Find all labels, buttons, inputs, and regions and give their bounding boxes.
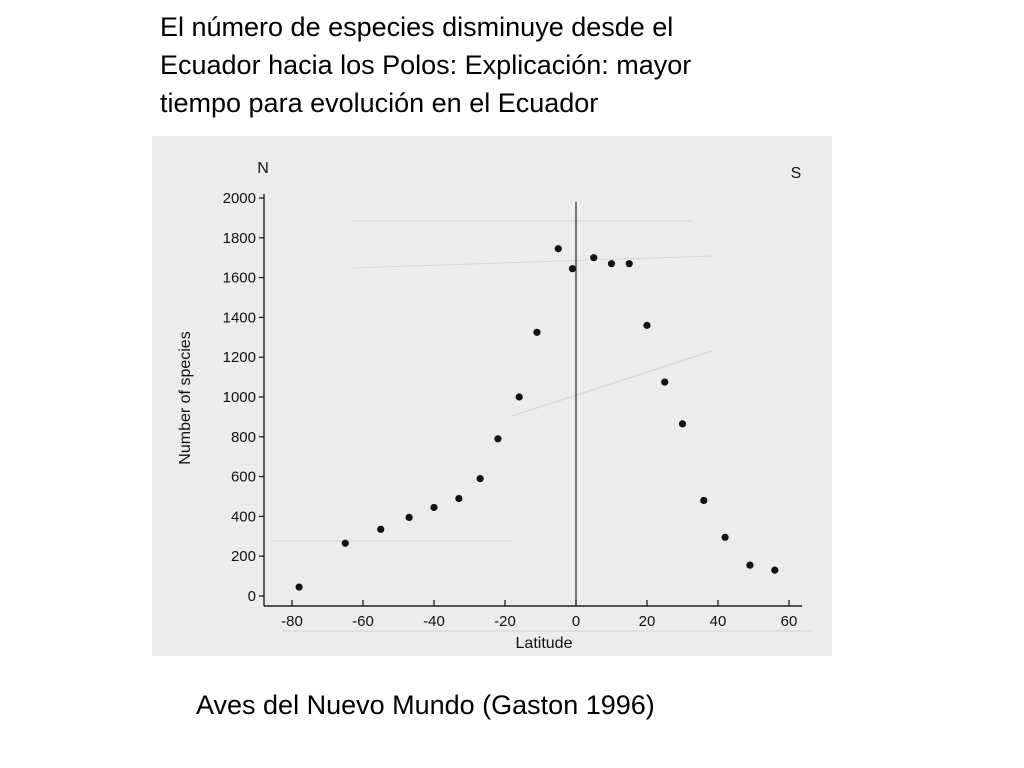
data-point — [533, 328, 541, 336]
x-tick-label: -60 — [352, 613, 374, 630]
y-tick-label: 2000 — [223, 190, 256, 207]
x-tick-label: -80 — [281, 613, 303, 630]
y-tick-label: 1000 — [223, 389, 256, 406]
data-points — [295, 245, 779, 591]
y-tick-label: 1200 — [223, 349, 256, 366]
data-point — [643, 321, 651, 329]
y-tick-label: 0 — [248, 588, 256, 605]
x-tick-label: 20 — [639, 613, 656, 630]
title-line-3: tiempo para evolución en el Ecuador — [160, 88, 599, 118]
y-tick-label: 800 — [231, 429, 256, 446]
y-axis-label: Number of species — [177, 331, 194, 464]
figure-caption: Aves del Nuevo Mundo (Gaston 1996) — [196, 690, 655, 720]
y-tick-label: 1600 — [223, 270, 256, 287]
data-point — [661, 378, 669, 386]
data-point — [568, 265, 577, 273]
x-tick-label: 0 — [572, 613, 580, 630]
chart-figure: 0 200 400 600 800 1000 1200 1400 1600 1800 2000 -8… — [152, 136, 832, 656]
south-label: S — [791, 165, 802, 182]
data-point — [678, 420, 687, 428]
data-point — [590, 254, 598, 262]
x-axis: -80 -60 -40 -20 0 20 40 60 — [264, 600, 802, 630]
y-tick-label: 200 — [231, 548, 256, 565]
x-tick-label: 40 — [710, 613, 727, 630]
title-line-2: Ecuador hacia los Polos: Explicación: ma… — [160, 50, 692, 80]
x-tick-label: -20 — [494, 613, 516, 630]
y-tick-label: 1800 — [223, 230, 256, 247]
data-point — [625, 260, 633, 268]
x-axis-label: Latitude — [516, 635, 573, 652]
scan-texture — [263, 196, 812, 632]
data-point — [494, 435, 502, 443]
y-axis: 0 200 400 600 800 1000 1200 1400 1600 1800 2000 — [223, 190, 265, 606]
data-point — [700, 496, 708, 505]
data-point — [515, 393, 523, 401]
north-label: N — [257, 160, 269, 177]
data-point — [476, 474, 484, 483]
data-point — [771, 566, 779, 574]
x-tick-label: 60 — [781, 613, 798, 630]
title-line-1: El número de especies disminuye desde el — [160, 12, 674, 42]
y-tick-label: 400 — [231, 508, 256, 525]
data-point — [405, 513, 413, 521]
data-point — [721, 533, 729, 541]
y-tick-label: 600 — [231, 469, 256, 486]
data-point — [341, 539, 349, 547]
data-point — [607, 260, 616, 268]
y-tick-label: 1400 — [223, 309, 256, 326]
data-point — [455, 494, 463, 503]
data-point — [430, 503, 438, 512]
data-point — [377, 525, 385, 533]
data-point — [746, 561, 754, 569]
x-tick-label: -40 — [423, 613, 445, 630]
data-point — [295, 583, 303, 591]
data-point — [554, 245, 562, 253]
slide-title: El número de especies disminuye desde el… — [160, 8, 880, 122]
